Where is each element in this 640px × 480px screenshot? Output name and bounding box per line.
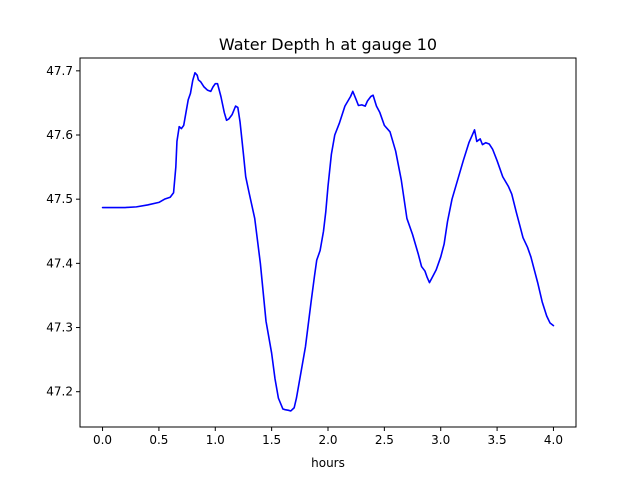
x-axis-label: hours bbox=[311, 456, 345, 470]
x-tick-label: 3.5 bbox=[488, 433, 507, 447]
y-tick-label: 47.7 bbox=[46, 64, 73, 78]
x-tick-label: 0.5 bbox=[149, 433, 168, 447]
x-tick-label: 2.0 bbox=[318, 433, 337, 447]
x-tick-label: 2.5 bbox=[375, 433, 394, 447]
series-layer bbox=[101, 71, 555, 412]
x-tick-label: 1.0 bbox=[206, 433, 225, 447]
x-axis: 0.0 0.5 1.0 1.5 2.0 2.5 3.0 3.5 4.0 bbox=[93, 427, 563, 447]
x-tick-label: 3.0 bbox=[431, 433, 450, 447]
x-tick-label: 1.5 bbox=[262, 433, 281, 447]
chart-title: Water Depth h at gauge 10 bbox=[219, 35, 437, 54]
y-tick-label: 47.6 bbox=[46, 128, 73, 142]
x-tick-label: 0.0 bbox=[93, 433, 112, 447]
x-tick-label: 4.0 bbox=[544, 433, 563, 447]
y-tick-label: 47.3 bbox=[46, 321, 73, 335]
series-line-1 bbox=[101, 71, 555, 412]
y-tick-label: 47.4 bbox=[46, 256, 73, 270]
y-axis: 47.2 47.3 47.4 47.5 47.6 47.7 bbox=[46, 64, 80, 399]
y-tick-label: 47.5 bbox=[46, 192, 73, 206]
y-tick-label: 47.2 bbox=[46, 385, 73, 399]
